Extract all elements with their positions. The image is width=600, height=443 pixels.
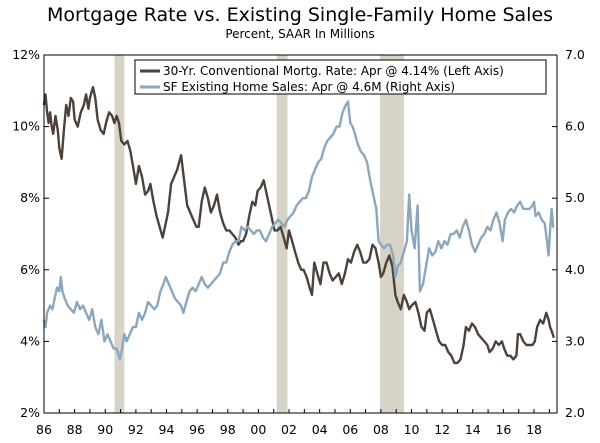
- legend-label-mortgage-rate: 30-Yr. Conventional Mortg. Rate: Apr @ 4…: [163, 64, 504, 78]
- x-tick-label: 14: [465, 422, 481, 437]
- left-tick-label: 2%: [20, 405, 40, 420]
- left-tick-label: 4%: [20, 333, 40, 348]
- x-tick-label: 08: [373, 422, 389, 437]
- x-tick-label: 94: [159, 422, 175, 437]
- x-axis-ticks: 86 88 90 92 94 96 98 00 02 04 06 08 10 12 14 16 18: [36, 409, 550, 437]
- series-lines: [42, 86, 556, 365]
- right-tick-label: 2.0: [565, 405, 585, 420]
- left-tick-label: 6%: [20, 262, 40, 277]
- x-tick-label: 90: [97, 422, 113, 437]
- mortgage-rate-line: [42, 86, 556, 365]
- left-tick-label: 12%: [12, 47, 40, 62]
- x-tick-label: 88: [67, 422, 83, 437]
- x-tick-label: 18: [526, 422, 542, 437]
- left-tick-label: 10%: [12, 119, 40, 134]
- right-axis-ticks: 2.0 3.0 4.0 5.0 6.0 7.0: [552, 47, 585, 420]
- x-tick-label: 96: [189, 422, 205, 437]
- x-tick-label: 04: [312, 422, 328, 437]
- right-tick-label: 5.0: [565, 190, 585, 205]
- recession-band-1: [114, 55, 125, 413]
- x-tick-label: 12: [434, 422, 450, 437]
- x-tick-label: 16: [495, 422, 511, 437]
- x-tick-label: 06: [342, 422, 358, 437]
- legend: 30-Yr. Conventional Mortg. Rate: Apr @ 4…: [134, 59, 547, 95]
- x-tick-label: 92: [128, 422, 144, 437]
- right-tick-label: 6.0: [565, 119, 585, 134]
- home-sales-line: [42, 100, 555, 361]
- chart-title: Mortgage Rate vs. Existing Single-Family…: [46, 4, 554, 26]
- x-tick-label: 02: [281, 422, 297, 437]
- legend-label-home-sales: SF Existing Home Sales: Apr @ 4.6M (Righ…: [163, 80, 455, 94]
- x-tick-label: 98: [220, 422, 236, 437]
- right-tick-label: 4.0: [565, 262, 585, 277]
- x-tick-label: 10: [404, 422, 420, 437]
- recession-bands: [114, 55, 404, 413]
- plot-frame: [43, 54, 558, 414]
- left-tick-label: 8%: [20, 190, 40, 205]
- left-axis-ticks: 2% 4% 6% 8% 10% 12%: [12, 47, 49, 420]
- recession-band-3: [380, 55, 404, 413]
- x-tick-label: 00: [250, 422, 266, 437]
- right-tick-label: 3.0: [565, 333, 585, 348]
- legend-box: [134, 59, 547, 95]
- x-tick-label: 86: [36, 422, 52, 437]
- right-tick-label: 7.0: [565, 47, 585, 62]
- chart-subtitle: Percent, SAAR In Millions: [225, 27, 375, 41]
